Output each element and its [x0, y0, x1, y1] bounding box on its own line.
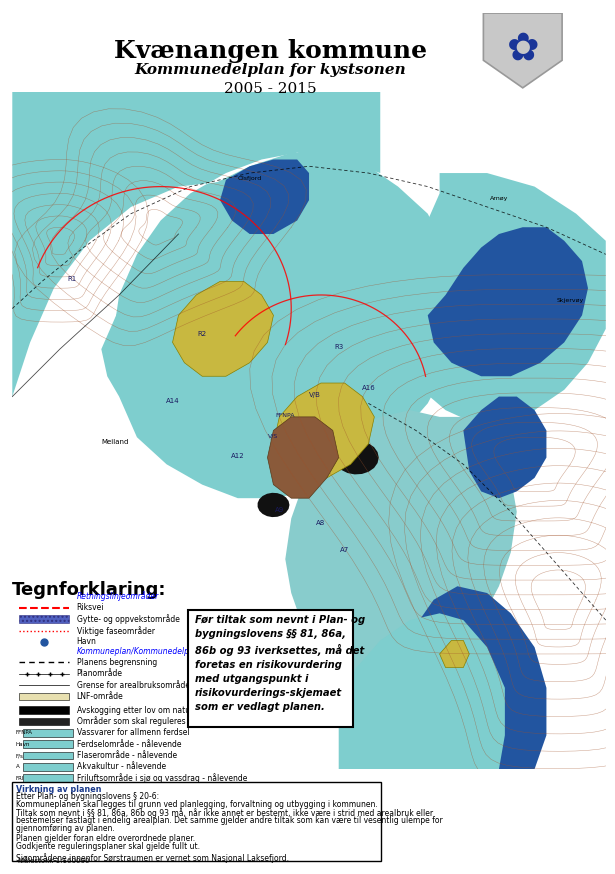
Polygon shape	[258, 493, 290, 517]
Text: Kvænangen kommune: Kvænangen kommune	[114, 39, 427, 63]
Text: Tiltak som nevnt i §§ 81, 86a, 86b og 93 må, når ikke annet er bestemt, ikke vær: Tiltak som nevnt i §§ 81, 86a, 86b og 93…	[16, 808, 433, 818]
Bar	[23, 763, 73, 771]
Text: Virkning av planen: Virkning av planen	[16, 785, 101, 794]
Text: Viktige faseområder: Viktige faseområder	[76, 626, 154, 635]
Polygon shape	[12, 92, 380, 458]
Bar	[23, 729, 73, 737]
Text: FFNPA: FFNPA	[276, 413, 295, 418]
Text: bestemelser fastlagt i endelig arealplan. Det samme gjelder andre tiltak som kan: bestemelser fastlagt i endelig arealplan…	[16, 816, 443, 825]
Text: A: A	[16, 765, 20, 769]
Text: Ferdselområde - nålevende: Ferdselområde - nålevende	[76, 739, 181, 749]
Polygon shape	[339, 614, 505, 769]
Text: Naturområde i sjø og vassdrag - nålevende: Naturområde i sjø og vassdrag - nålevend…	[76, 785, 242, 794]
Text: A8: A8	[316, 520, 325, 526]
Polygon shape	[463, 397, 547, 498]
Text: Tegnforklaring:: Tegnforklaring:	[12, 581, 167, 600]
FancyBboxPatch shape	[12, 782, 381, 861]
Text: Godkjente reguleringsplaner skal gjelde fullt ut.: Godkjente reguleringsplaner skal gjelde …	[16, 842, 200, 851]
Text: Skipslei - nålevende: Skipslei - nålevende	[76, 821, 154, 831]
Text: Avskogging etter lov om naturvern - nålevende: Avskogging etter lov om naturvern - nåle…	[76, 705, 258, 715]
Polygon shape	[335, 440, 379, 475]
Text: F/s: F/s	[16, 753, 24, 758]
Text: R1: R1	[67, 276, 76, 282]
Polygon shape	[173, 281, 274, 376]
Polygon shape	[220, 159, 309, 234]
Polygon shape	[285, 410, 517, 688]
Text: Havn: Havn	[76, 637, 97, 647]
Text: Planens begrensning: Planens begrensning	[76, 658, 157, 667]
Text: Havn: Havn	[16, 742, 30, 746]
Text: A7: A7	[340, 547, 349, 553]
Text: ✿: ✿	[506, 30, 539, 67]
Bar	[20, 615, 69, 623]
Text: Arnøy: Arnøy	[490, 196, 508, 201]
Bar	[23, 752, 73, 760]
Text: Skjervøy: Skjervøy	[557, 298, 584, 302]
Text: Grense for arealbruksområde: Grense for arealbruksområde	[76, 681, 189, 690]
Text: A9: A9	[275, 507, 284, 513]
Text: Akvakultur - nålevende: Akvakultur - nålevende	[76, 762, 165, 772]
Polygon shape	[101, 153, 458, 498]
Text: R3: R3	[334, 344, 343, 350]
Text: Målestokk 1:160000: Målestokk 1:160000	[18, 857, 90, 864]
Text: A16: A16	[362, 385, 375, 391]
Text: Kommuneplan/Kommunedelplan: Kommuneplan/Kommunedelplan	[76, 647, 201, 656]
Text: FRI: FRI	[16, 776, 25, 780]
Bar	[23, 774, 73, 782]
Bar	[20, 718, 69, 725]
Text: A14: A14	[165, 399, 180, 405]
Text: Etter Plan- og bygningslovens § 20-6:: Etter Plan- og bygningslovens § 20-6:	[16, 793, 159, 801]
Text: Planområde: Planområde	[76, 669, 122, 678]
Text: Gytte- og oppvekstområde: Gytte- og oppvekstområde	[76, 614, 180, 624]
Text: N: N	[16, 787, 20, 792]
Text: V/B: V/B	[309, 392, 321, 398]
Bar	[23, 786, 73, 794]
Bar	[20, 693, 69, 700]
Polygon shape	[398, 586, 547, 769]
Text: LNF-område: LNF-område	[76, 692, 123, 701]
Text: V/S: V/S	[268, 434, 279, 438]
Polygon shape	[440, 641, 469, 668]
Polygon shape	[268, 417, 339, 498]
Text: FFNPA: FFNPA	[16, 731, 33, 735]
Text: Grense for retningslinjeområde: Grense for retningslinjeområde	[76, 832, 197, 843]
Text: Før tiltak som nevnt i Plan- og
bygningslovens §§ 81, 86a,
86b og 93 iverksettes: Før tiltak som nevnt i Plan- og bygnings…	[195, 614, 365, 712]
Bar	[20, 706, 69, 714]
Text: Slottsveg - nålevende: Slottsveg - nålevende	[76, 796, 160, 806]
Polygon shape	[428, 227, 588, 376]
Text: gjennomføring av planen.: gjennomføring av planen.	[16, 824, 115, 833]
Text: Riksvei: Riksvei	[76, 603, 104, 613]
Polygon shape	[398, 173, 606, 424]
Text: Vassvarer for allmenn ferdsel: Vassvarer for allmenn ferdsel	[76, 728, 189, 738]
Bar	[23, 740, 73, 748]
Text: Sjøområdene innenfor Sørstraumen er vernet som Nasjonal Laksefjord.: Sjøområdene innenfor Sørstraumen er vern…	[16, 853, 289, 863]
FancyBboxPatch shape	[188, 610, 353, 727]
Text: Områder som skal reguleres etter PBL - nålevende: Områder som skal reguleres etter PBL - n…	[76, 717, 270, 726]
Text: 2005 - 2015: 2005 - 2015	[224, 82, 317, 96]
Text: Olsfjord: Olsfjord	[237, 176, 262, 181]
Text: Planen gjelder foran eldre overordnede planer.: Planen gjelder foran eldre overordnede p…	[16, 834, 195, 843]
Text: R2: R2	[197, 330, 207, 336]
Text: Flaserområde - nålevende: Flaserområde - nålevende	[76, 751, 177, 760]
Text: Adkomstveg - nålevende: Adkomstveg - nålevende	[76, 808, 172, 817]
Text: A12: A12	[231, 453, 245, 459]
Polygon shape	[483, 13, 562, 88]
Text: Meiland: Meiland	[101, 439, 129, 445]
Text: Friluftsområde i sjø og vassdrag - nålevende: Friluftsområde i sjø og vassdrag - nålev…	[76, 773, 247, 783]
Polygon shape	[274, 383, 375, 478]
Text: Kommuneplanen skal legges til grunn ved planlegging, forvaltning og utbygging i : Kommuneplanen skal legges til grunn ved …	[16, 801, 378, 809]
Text: Retningslinjeområder: Retningslinjeområder	[76, 592, 159, 601]
Text: Kommunedelplan for kystsonen: Kommunedelplan for kystsonen	[135, 63, 407, 77]
